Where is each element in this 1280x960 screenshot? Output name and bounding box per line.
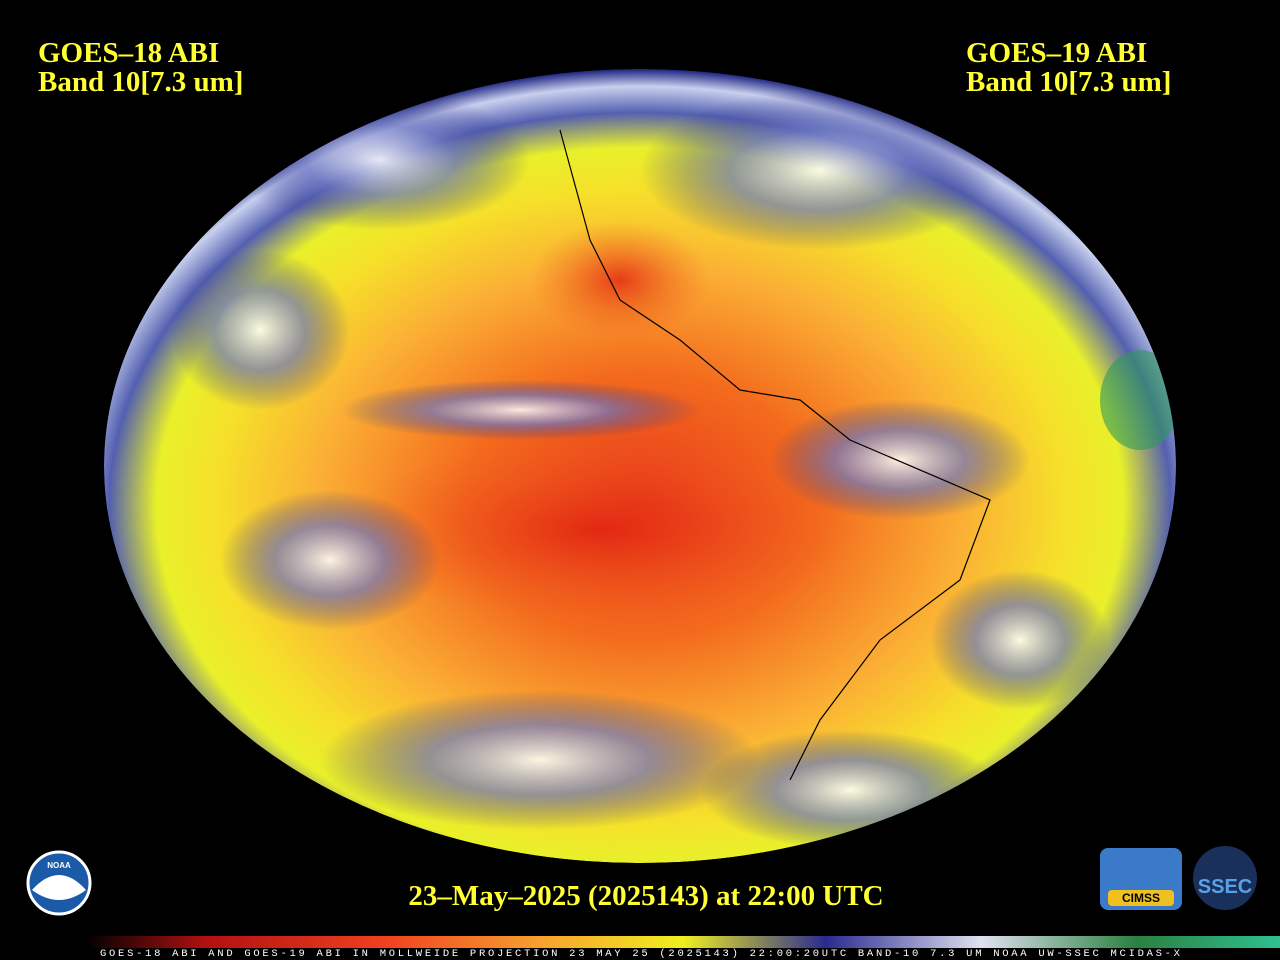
noaa-logo: NOAA [26, 850, 92, 916]
cimss-logo: CIMSS [1100, 848, 1182, 910]
timestamp: 23–May–2025 (2025143) at 22:00 UTC [408, 880, 883, 912]
cimss-text: CIMSS [1122, 891, 1160, 905]
right-band: Band 10[7.3 um] [966, 66, 1171, 98]
left-satellite: GOES–18 ABI [38, 37, 219, 69]
left-band: Band 10[7.3 um] [38, 66, 243, 98]
globe [104, 69, 1176, 863]
ssec-logo: SSEC [1193, 846, 1257, 910]
noaa-text: NOAA [47, 861, 71, 870]
ssec-text: SSEC [1198, 876, 1252, 898]
right-satellite: GOES–19 ABI [966, 37, 1147, 69]
colorbar [85, 936, 1280, 948]
